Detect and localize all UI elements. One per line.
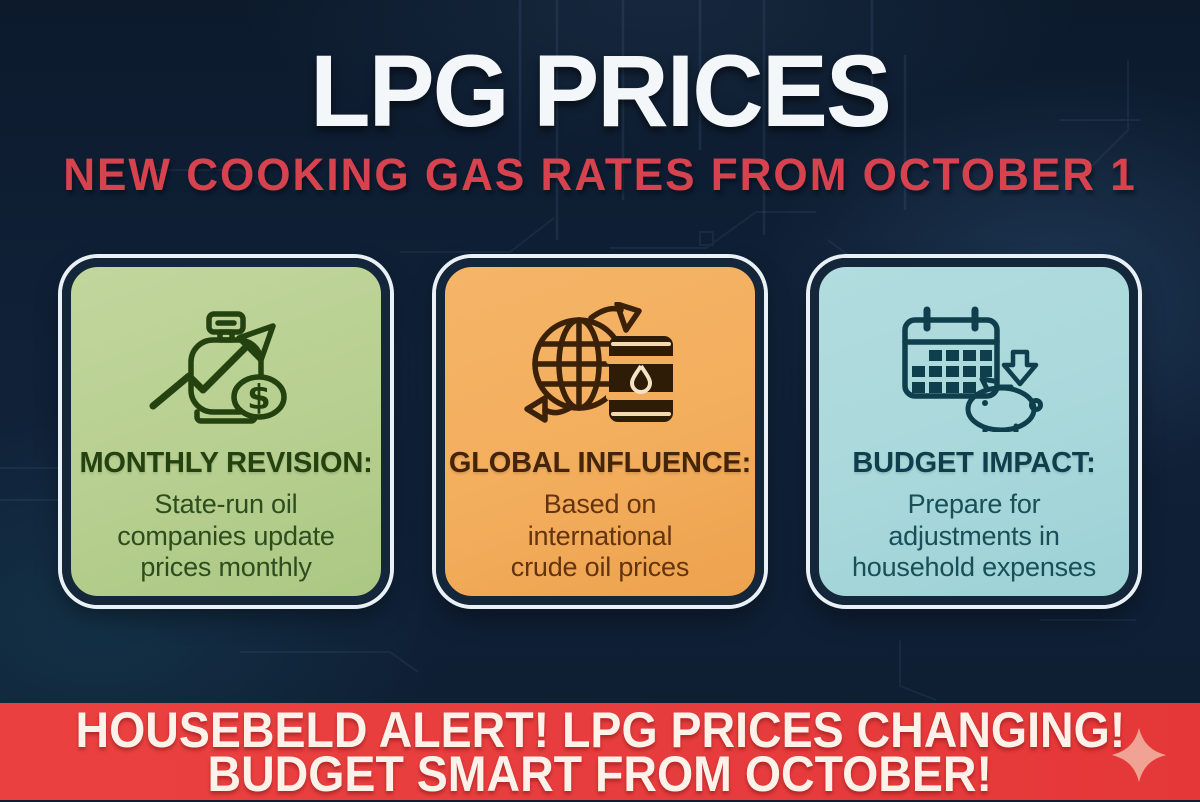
gas-cylinder-growth-dollar-icon: $ bbox=[71, 297, 381, 437]
card-body: Prepare for adjustments in household exp… bbox=[851, 489, 1097, 583]
svg-text:$: $ bbox=[247, 378, 271, 418]
card-heading: MONTHLY REVISION: bbox=[79, 447, 373, 479]
card-heading: BUDGET IMPACT: bbox=[852, 447, 1096, 479]
banner-line-1: HOUSEBELD ALERT! LPG PRICES CHANGING! bbox=[75, 701, 1125, 758]
banner-line-2: BUDGET SMART FROM OCTOBER! bbox=[207, 745, 993, 802]
alert-banner: HOUSEBELD ALERT! LPG PRICES CHANGING! BU… bbox=[0, 703, 1200, 800]
page-title: LPG PRICES bbox=[310, 34, 892, 148]
page-subtitle: NEW COOKING GAS RATES FROM OCTOBER 1 bbox=[63, 149, 1137, 200]
card-global-influence: GLOBAL INFLUENCE: Based on international… bbox=[436, 258, 764, 605]
card-body: Based on international crude oil prices bbox=[510, 489, 690, 583]
card-heading: GLOBAL INFLUENCE: bbox=[448, 447, 752, 479]
globe-oil-barrel-icon bbox=[445, 297, 755, 437]
card-budget-impact: BUDGET IMPACT: Prepare for adjustments i… bbox=[810, 258, 1138, 605]
header: LPG PRICES NEW COOKING GAS RATES FROM OC… bbox=[0, 0, 1200, 197]
card-monthly-revision: $ MONTHLY REVISION: State-run oil compan… bbox=[62, 258, 390, 605]
card-body: State-run oil companies update prices mo… bbox=[117, 489, 335, 583]
sparkle-icon bbox=[1111, 727, 1167, 782]
info-cards-row: $ MONTHLY REVISION: State-run oil compan… bbox=[62, 258, 1138, 605]
calendar-piggy-bank-icon bbox=[819, 297, 1129, 437]
